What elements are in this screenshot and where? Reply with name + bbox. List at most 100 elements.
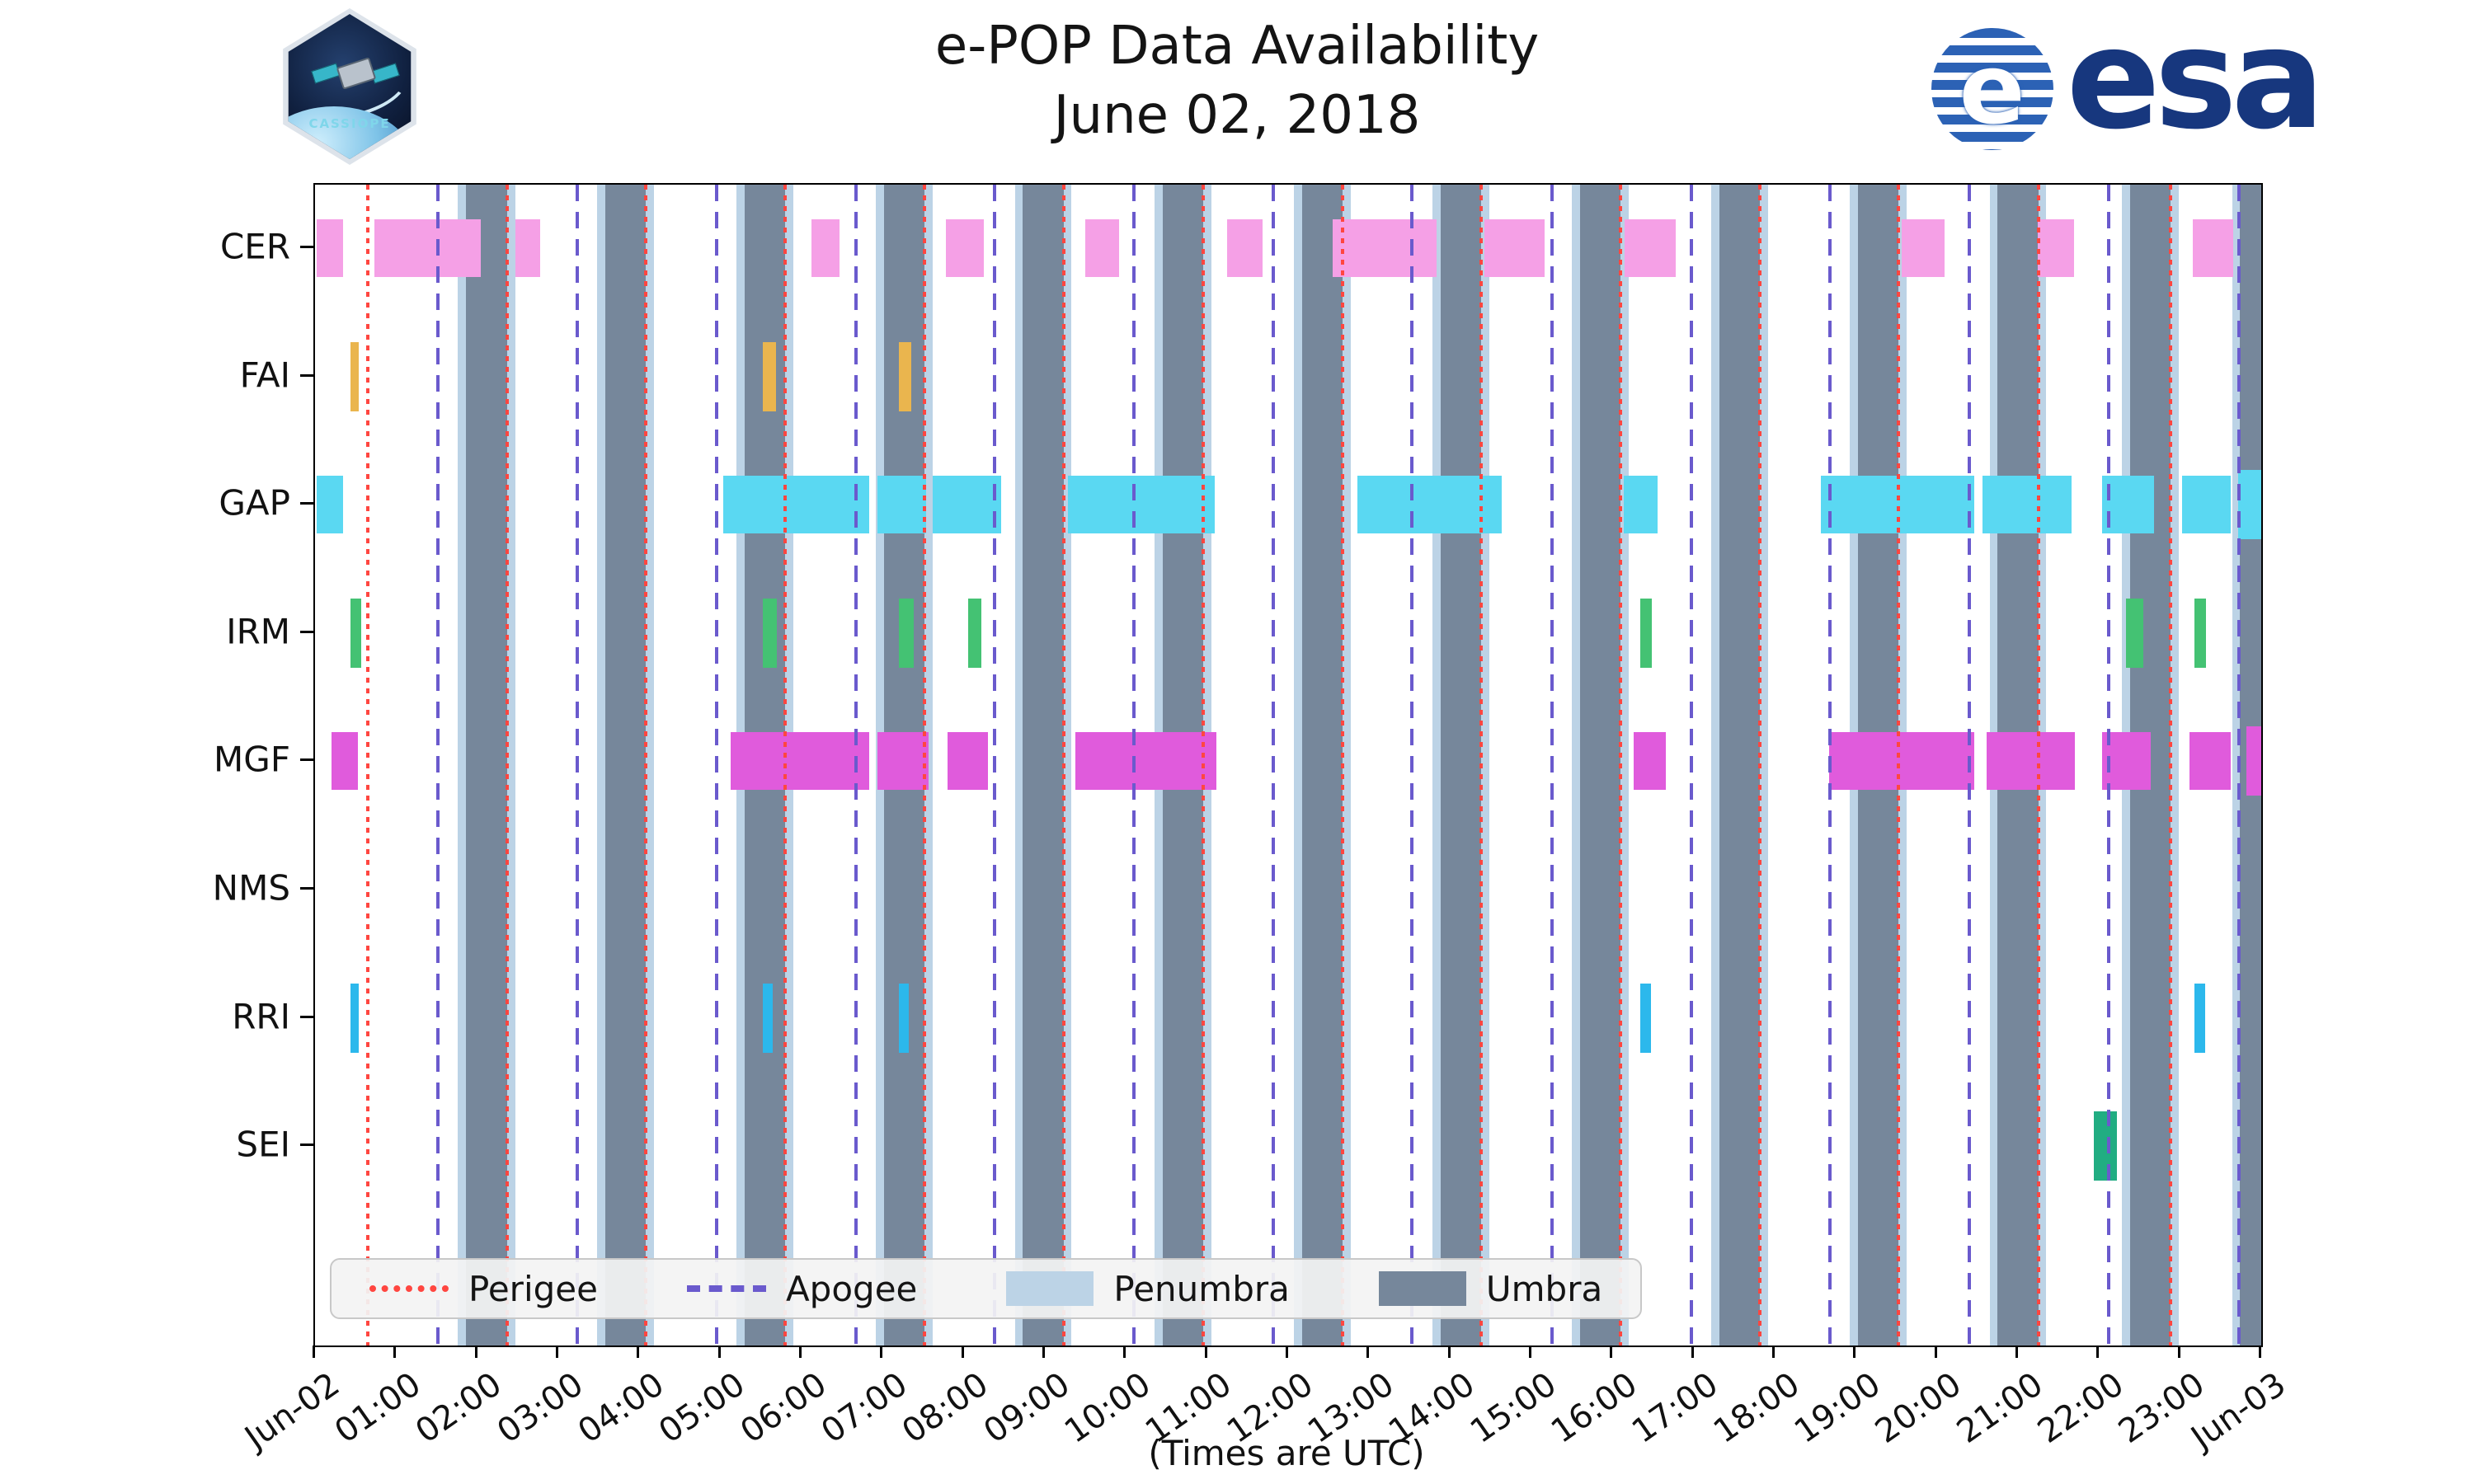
y-tick [300,373,313,377]
gap-availability-bar [2102,476,2155,534]
irm-availability-bar [2194,598,2207,668]
mgf-availability-bar [331,732,359,791]
y-tick [300,630,313,633]
x-tick [1691,1345,1694,1358]
rri-availability-bar [1639,983,1651,1053]
x-tick [2096,1345,2100,1358]
cer-availability-bar [2037,219,2074,277]
legend-label: Perigee [468,1268,598,1309]
legend: Perigee Apogee Penumbra Umbra [330,1258,1643,1319]
y-axis-label-cer: CER [219,226,290,267]
sei-availability-bar [2094,1111,2117,1181]
perigee-line [1061,185,1065,1345]
cer-availability-bar [1902,219,1945,277]
esa-wordmark: esa [2066,0,2325,160]
rri-availability-bar [2194,983,2206,1053]
y-axis-label-rri: RRI [232,996,290,1037]
y-tick [300,246,313,248]
cer-availability-bar [1333,219,1437,277]
umbra-band [605,185,647,1345]
gap-availability-bar [933,476,1001,534]
x-tick [1772,1345,1775,1358]
x-axis-label: (Times are UTC) [1148,1433,1425,1473]
rri-availability-bar [899,983,909,1053]
cer-availability-bar [811,219,840,277]
umbra-band [1023,185,1064,1345]
umbra-band [465,185,508,1345]
esa-logo: e esa [1931,10,2325,158]
x-tick [474,1345,477,1358]
gap-availability-bar [2238,470,2261,540]
irm-availability-bar [1639,598,1652,668]
apogee-line [1827,185,1832,1345]
y-axis-label-nms: NMS [212,867,290,909]
apogee-line [1689,185,1693,1345]
apogee-line [2107,185,2111,1345]
perigee-line [1340,185,1344,1345]
y-tick [300,1144,313,1147]
x-tick [637,1345,640,1358]
cassiope-logo: CASSIOPE [279,8,421,165]
perigee-line [1619,185,1623,1345]
umbra-band [1440,185,1482,1345]
mgf-availability-bar [2189,732,2231,791]
apogee-line [436,185,440,1345]
x-tick [880,1345,883,1358]
mgf-availability-bar [2246,726,2261,796]
x-tick [556,1345,558,1358]
mgf-availability-bar [1828,732,1974,791]
cer-availability-bar [374,219,481,277]
irm-availability-bar [350,598,362,668]
irm-availability-bar [2125,598,2144,668]
mgf-availability-bar [1075,732,1217,791]
cer-availability-bar [1085,219,1120,277]
gap-availability-bar [722,476,869,534]
x-tick [1123,1345,1126,1358]
x-tick [799,1345,802,1358]
x-tick [1529,1345,1531,1358]
gap-availability-bar [1982,476,2072,534]
apogee-line [575,185,579,1345]
mgf-availability-bar [877,732,929,791]
availability-plot-area: Perigee Apogee Penumbra Umbra [313,183,2263,1347]
y-axis-label-irm: IRM [226,611,290,652]
legend-label: Umbra [1485,1268,1603,1309]
apogee-line [1410,185,1414,1345]
y-axis-label-fai: FAI [239,355,290,396]
x-tick [2015,1345,2018,1358]
perigee-line [1479,185,1484,1345]
apogee-line [1550,185,1554,1345]
gap-availability-bar [1357,476,1502,534]
perigee-line [1201,185,1205,1345]
y-tick [300,502,313,505]
cer-availability-bar [316,219,344,277]
x-tick [961,1345,964,1358]
fai-availability-bar [899,341,911,411]
gap-availability-bar [1624,476,1658,534]
y-tick [300,758,313,762]
x-tick [1042,1345,1045,1358]
irm-availability-bar [967,598,982,668]
esa-e-glyph-icon: e [1959,32,2025,146]
apogee-line [993,185,997,1345]
irm-availability-bar [899,598,914,668]
perigee-line [1897,185,1901,1345]
gap-availability-bar [2181,476,2231,534]
mgf-availability-bar [731,732,869,791]
apogee-swatch-icon [686,1285,766,1292]
x-tick [1610,1345,1613,1358]
perigee-line [923,185,927,1345]
perigee-line [2036,185,2040,1345]
apogee-line [1132,185,1136,1345]
fai-availability-bar [762,341,776,411]
x-tick [1447,1345,1451,1358]
cer-availability-bar [515,219,541,277]
y-axis-label-mgf: MGF [214,739,290,780]
fai-availability-bar [350,341,360,411]
cer-availability-bar [2193,219,2233,277]
legend-item-apogee: Apogee [686,1269,917,1309]
x-tick [1366,1345,1370,1358]
apogee-line [1272,185,1276,1345]
apogee-line [2237,185,2241,1345]
